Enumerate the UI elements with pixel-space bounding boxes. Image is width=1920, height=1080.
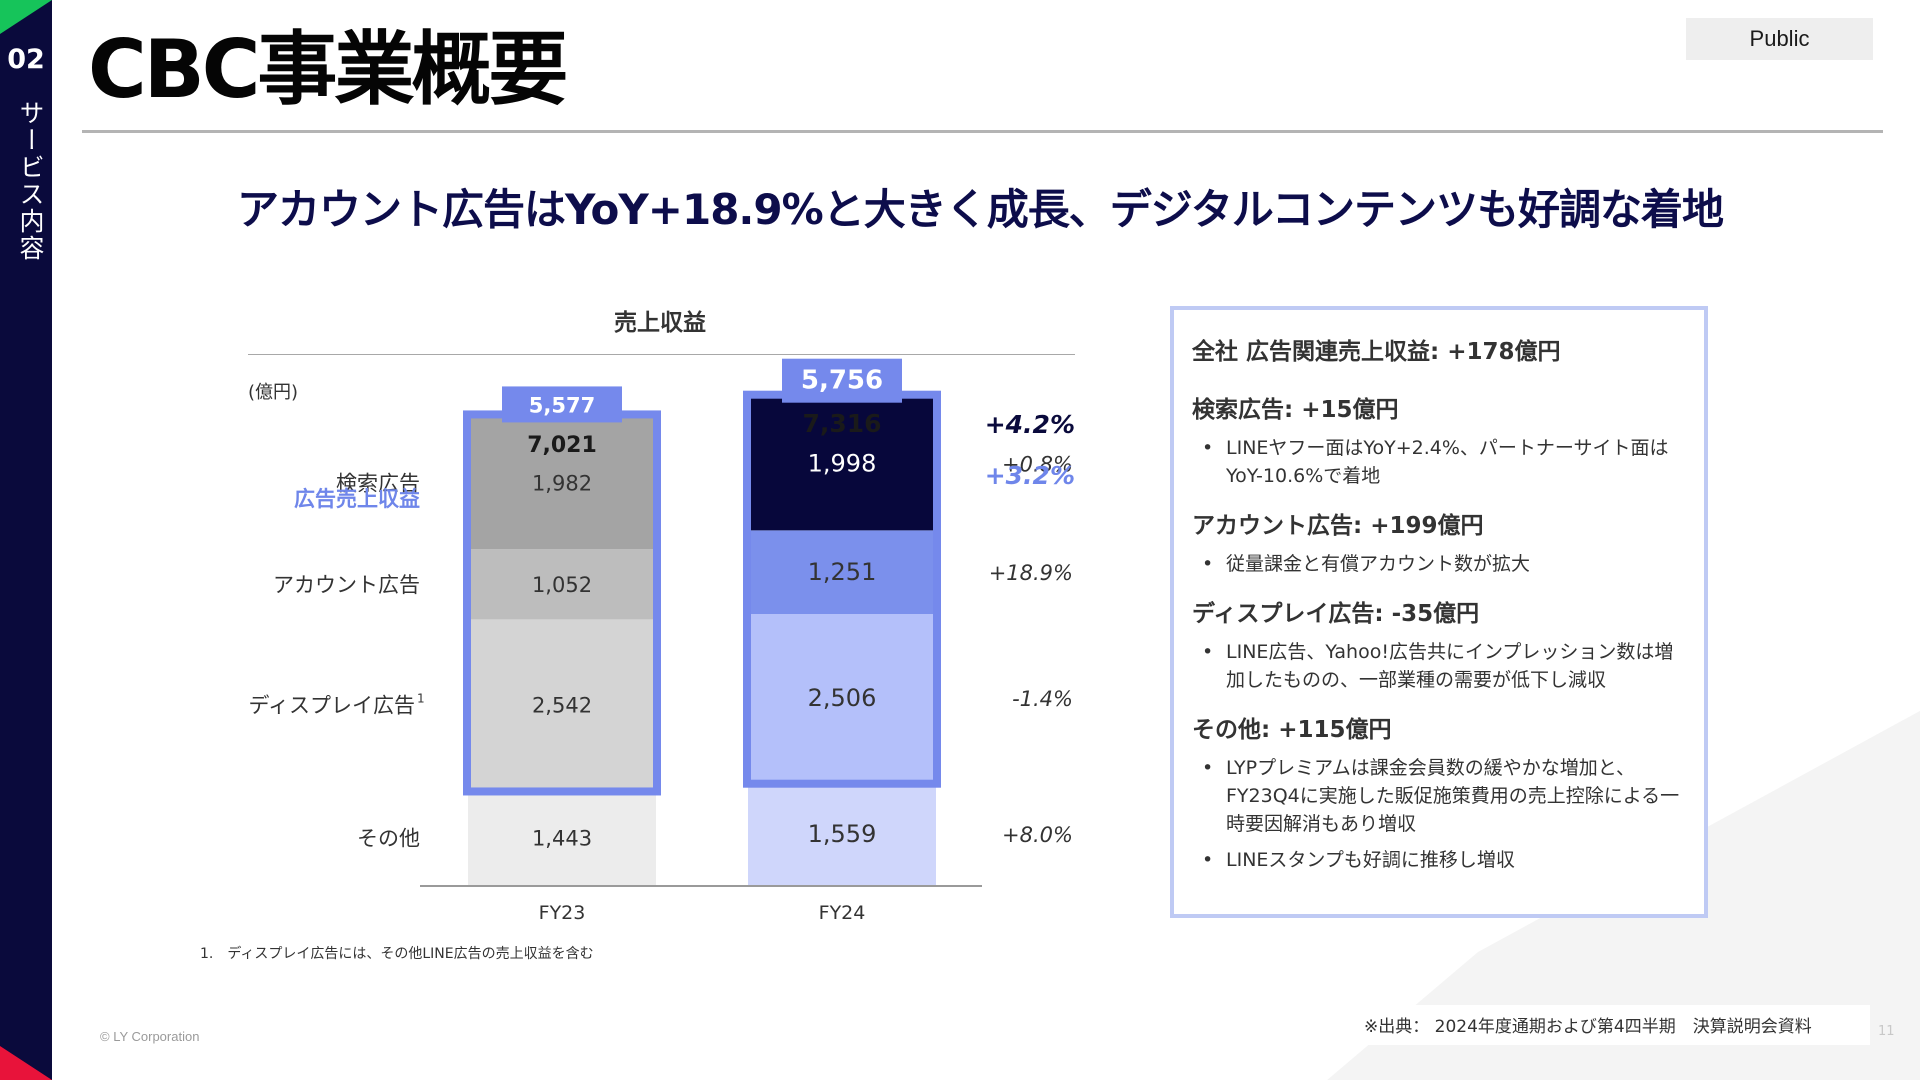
info-section-search: 検索広告: +15億円 LINEヤフー面はYoY+2.4%、パートナーサイト面は… xyxy=(1192,390,1684,490)
chart-unit-label: (億円) xyxy=(248,382,299,403)
row-label: アカウント広告 xyxy=(273,573,420,597)
data-label: 2,506 xyxy=(808,684,877,712)
footnote-marker: 1 xyxy=(417,691,425,705)
source-note: ※出典： 2024年度通期および第4四半期 決算説明会資料 xyxy=(1364,1017,1812,1037)
section-name: サービス内容 xyxy=(16,100,45,262)
x-tick-label: FY24 xyxy=(819,902,866,924)
source-box xyxy=(1340,1005,1870,1045)
x-tick-label: FY23 xyxy=(539,902,586,924)
info-bullet: 従量課金と有償アカウント数が拡大 xyxy=(1192,550,1684,578)
total-label: 7,316 xyxy=(802,409,881,438)
total-label: 7,021 xyxy=(527,433,597,458)
sidebar-accent-top xyxy=(0,0,52,34)
info-heading: 検索広告: +15億円 xyxy=(1192,397,1399,423)
slide-headline: アカウント広告はYoY+18.9%と大きく成長、デジタルコンテンツも好調な着地 xyxy=(236,185,1724,234)
ad-revenue-label: 5,756 xyxy=(801,366,883,396)
yoy-change-label: +18.9% xyxy=(989,561,1073,585)
info-bullet: LINEヤフー面はYoY+2.4%、パートナーサイト面はYoY-10.6%で着地 xyxy=(1192,434,1684,490)
row-label: 検索広告 xyxy=(336,472,420,496)
data-label: 1,052 xyxy=(532,573,592,597)
header-divider xyxy=(82,130,1883,133)
total-change-label: +4.2% xyxy=(985,410,1075,439)
bar-segment-fy24-4 xyxy=(748,396,936,531)
bar-segment-fy23-3 xyxy=(468,549,656,620)
info-section-other: その他: +115億円 LYPプレミアムは課金会員数の緩やかな増加と、FY23Q… xyxy=(1192,710,1684,874)
yoy-change-label: +0.8% xyxy=(1002,453,1073,477)
bar-segment-fy24-1 xyxy=(748,781,936,886)
data-label: 1,982 xyxy=(532,472,592,496)
bar-segment-fy23-4 xyxy=(468,416,656,550)
section-number: 02 xyxy=(7,44,45,75)
data-label: 2,542 xyxy=(532,693,592,717)
info-section-display: ディスプレイ広告: -35億円 LINE広告、Yahoo!広告共にインプレッショ… xyxy=(1192,594,1684,694)
classification-badge: Public xyxy=(1686,18,1873,60)
data-label: 1,998 xyxy=(808,450,877,478)
bar-segment-fy23-2 xyxy=(468,619,656,790)
ad-revenue-label: 5,577 xyxy=(529,393,595,417)
ad-revenue-change-label: +3.2% xyxy=(985,461,1075,490)
bar-segment-fy24-3 xyxy=(748,530,936,615)
page-title: CBC事業概要 xyxy=(88,23,568,116)
info-bullet: LINEスタンプも好調に推移し増収 xyxy=(1192,846,1684,874)
yoy-change-label: +8.0% xyxy=(1002,823,1073,847)
row-label: ディスプレイ広告 xyxy=(248,693,415,717)
chart-footnote: 1. ディスプレイ広告には、その他LINE広告の売上収益を含む xyxy=(200,946,594,962)
info-bullet: LINE広告、Yahoo!広告共にインプレッション数は増加したものの、一部業種の… xyxy=(1192,638,1684,694)
info-heading: その他: +115億円 xyxy=(1192,717,1392,743)
info-heading: ディスプレイ広告: -35億円 xyxy=(1192,601,1480,627)
bar-segment-fy23-1 xyxy=(468,789,656,886)
info-bullet: LYPプレミアムは課金会員数の緩やかな増加と、FY23Q4に実施した販促施策費用… xyxy=(1192,754,1684,838)
row-label: その他 xyxy=(357,827,420,851)
info-panel: 全社 広告関連売上収益: +178億円 検索広告: +15億円 LINEヤフー面… xyxy=(1170,306,1708,918)
data-label: 1,251 xyxy=(808,558,877,586)
copyright: © LY Corporation xyxy=(100,1029,200,1044)
section-sidebar: 02 サービス内容 xyxy=(0,0,52,1080)
info-heading: アカウント広告: +199億円 xyxy=(1192,513,1484,539)
ad-revenue-badge xyxy=(782,358,902,403)
chart-title-divider xyxy=(248,354,1075,355)
info-section-account: アカウント広告: +199億円 従量課金と有償アカウント数が拡大 xyxy=(1192,506,1684,578)
data-label: 1,559 xyxy=(808,820,877,848)
chart-title: 売上収益 xyxy=(614,310,706,336)
page-number: 11 xyxy=(1878,1024,1895,1039)
data-label: 1,443 xyxy=(532,827,592,851)
yoy-change-label: -1.4% xyxy=(1012,687,1073,711)
info-total: 全社 広告関連売上収益: +178億円 xyxy=(1192,339,1561,365)
ad-revenue-row-label: 広告売上収益 xyxy=(294,487,420,511)
ad-revenue-badge xyxy=(502,386,622,423)
sidebar-accent-bottom xyxy=(0,1046,52,1080)
bar-segment-fy24-2 xyxy=(748,614,936,782)
